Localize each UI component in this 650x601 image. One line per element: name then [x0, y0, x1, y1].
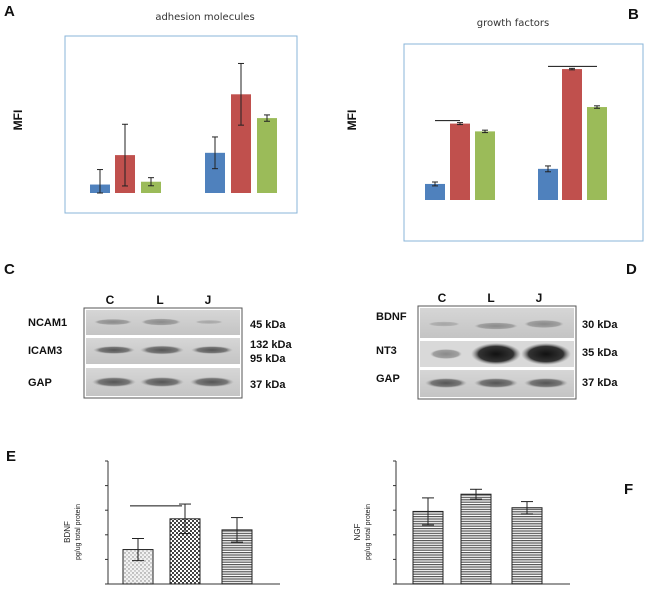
panel-c: C C L J NCAM1 ICAM3 GAP 45 kDa 132 kDa 9… — [4, 261, 292, 399]
bar-b-bdnf-j — [475, 131, 495, 200]
kda-gap-d: 37 kDa — [582, 377, 618, 389]
y-axis-title-e: BDNF — [63, 521, 72, 543]
y-axis-title-a: MFI — [11, 110, 25, 131]
bar-b-nt3-c — [538, 168, 558, 200]
band-nt3-l — [471, 343, 521, 365]
panel-letter-a: A — [4, 3, 15, 20]
panel-letter-f: F — [624, 481, 633, 498]
lane-d-c: C — [438, 291, 447, 305]
band-icam3-l — [140, 345, 184, 355]
y-axis-subtitle-f: pg/ug total protein — [365, 504, 372, 560]
band-gap-d-l — [474, 378, 518, 388]
band-nt3-j — [521, 343, 571, 365]
band-gap-d-c — [425, 378, 467, 388]
panel-letter-c: C — [4, 261, 15, 278]
kda-icam3-95: 95 kDa — [250, 353, 286, 365]
lane-c-j: J — [205, 293, 212, 307]
row-label-gap-c: GAP — [28, 377, 52, 389]
panel-d: D C L J BDNF NT3 GAP 30 kDa 35 kDa 37 kD… — [376, 261, 637, 400]
band-ncam1-j — [195, 320, 223, 324]
y-axis-title-b: MFI — [345, 110, 359, 131]
panel-letter-e: E — [6, 448, 16, 465]
lane-d-l: L — [487, 291, 494, 305]
band-nt3-c — [430, 349, 462, 359]
panel-f: F NGF pg/ug total protein — [353, 460, 633, 585]
panel-b: B growth factors MFI — [345, 6, 644, 242]
row-label-icam3: ICAM3 — [28, 345, 62, 357]
row-label-nt3: NT3 — [376, 345, 397, 357]
bars-f — [412, 488, 543, 585]
bar-b-bdnf-l — [450, 123, 470, 200]
chart-title-a: adhesion molecules — [155, 12, 254, 23]
row-label-gap-d: GAP — [376, 373, 400, 385]
panel-e: E BDNF pg/ug total protein — [6, 448, 280, 585]
panel-letter-d: D — [626, 261, 637, 278]
bar-b-bdnf-c — [425, 183, 445, 200]
lane-d-j: J — [536, 291, 543, 305]
band-gap-c-l — [140, 377, 184, 387]
plot-frame-a — [64, 35, 298, 214]
bar-b-nt3-l — [562, 69, 582, 200]
bar-a-icam3-c — [205, 152, 225, 193]
kda-nt3: 35 kDa — [582, 347, 618, 359]
lane-c-l: L — [156, 293, 163, 307]
band-bdnf-j — [524, 320, 564, 328]
kda-icam3-132: 132 kDa — [250, 339, 292, 351]
band-icam3-c — [93, 346, 135, 354]
panel-a: A adhesion molecules MFI — [4, 3, 298, 214]
lane-c-c: C — [106, 293, 115, 307]
band-ncam1-l — [141, 318, 181, 326]
chart-title-b: growth factors — [477, 18, 549, 29]
band-bdnf-l — [474, 322, 518, 330]
kda-ncam1: 45 kDa — [250, 319, 286, 331]
plot-frame-b — [403, 43, 644, 242]
bar-a-icam3-j — [257, 118, 277, 193]
bar-a-icam3-l — [231, 94, 251, 193]
bar-f-conjunctiva — [511, 507, 543, 585]
y-axis-subtitle-e: pg/ug total protein — [75, 504, 82, 560]
kda-gap-c: 37 kDa — [250, 379, 286, 391]
band-icam3-j — [191, 346, 233, 354]
band-ncam1-c — [94, 319, 132, 325]
significance-b — [435, 65, 597, 122]
bar-b-nt3-j — [587, 107, 607, 200]
panel-letter-b: B — [628, 6, 639, 23]
bar-f-limbus — [460, 493, 492, 585]
band-gap-c-j — [190, 377, 234, 387]
kda-bdnf: 30 kDa — [582, 319, 618, 331]
bars-e — [122, 503, 253, 585]
bar-a-ncam1-j — [141, 181, 161, 193]
band-gap-c-c — [92, 377, 136, 387]
band-bdnf-c — [428, 321, 460, 327]
row-label-bdnf: BDNF — [376, 311, 407, 323]
bars-a — [90, 62, 277, 194]
row-label-ncam1: NCAM1 — [28, 317, 67, 329]
y-axis-title-f: NGF — [353, 523, 362, 540]
bars-b — [425, 67, 607, 200]
band-gap-d-j — [524, 378, 568, 388]
